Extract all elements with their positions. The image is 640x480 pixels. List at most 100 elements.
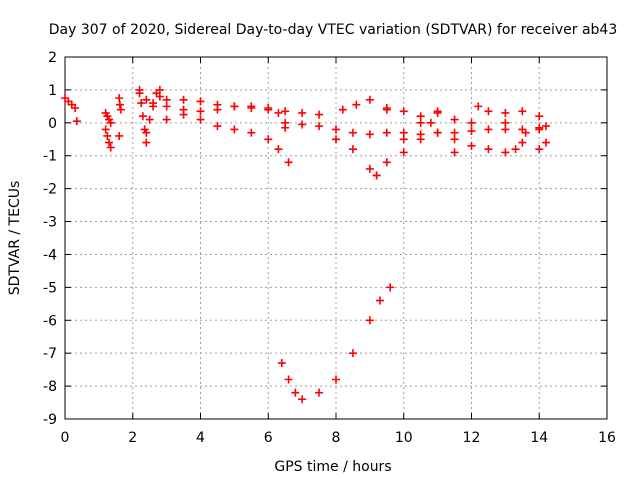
- data-point: [426, 118, 435, 127]
- x-tick-label: 14: [530, 430, 548, 446]
- data-point: [196, 97, 205, 106]
- data-point: [416, 112, 425, 121]
- data-point: [284, 375, 293, 384]
- data-point: [315, 122, 324, 131]
- y-tick-labels: 2 1 0 -1 -2 -3 -4 -5 -6 -7 -8 -9: [43, 50, 57, 428]
- data-point: [138, 112, 147, 121]
- data-point: [142, 138, 151, 147]
- data-point: [149, 99, 158, 108]
- series-track: [135, 89, 164, 108]
- data-point: [291, 388, 300, 397]
- series-track: [484, 125, 544, 157]
- series-track: [338, 95, 391, 114]
- data-point: [501, 118, 510, 127]
- x-tick-label: 0: [61, 430, 70, 446]
- data-point: [71, 104, 80, 113]
- data-point: [135, 89, 144, 98]
- data-point: [399, 107, 408, 116]
- data-point: [348, 349, 357, 358]
- data-point: [386, 283, 395, 292]
- data-point: [298, 395, 307, 404]
- data-point: [382, 158, 391, 167]
- x-tick-label: 12: [463, 430, 481, 446]
- series-track: [399, 107, 476, 157]
- data-point: [467, 141, 476, 150]
- data-point: [72, 117, 81, 126]
- data-point: [179, 95, 188, 104]
- data-point: [521, 128, 530, 137]
- chart-title: Day 307 of 2020, Sidereal Day-to-day VTE…: [49, 22, 618, 38]
- data-point: [332, 135, 340, 144]
- data-point: [484, 125, 493, 134]
- x-axis-label: GPS time / hours: [274, 459, 391, 475]
- data-point: [315, 388, 324, 397]
- data-point: [348, 145, 357, 154]
- data-point: [352, 100, 361, 109]
- data-point: [196, 115, 205, 124]
- y-tick-label: 0: [48, 116, 57, 132]
- data-point: [467, 127, 476, 136]
- data-point: [338, 105, 347, 114]
- data-point: [116, 105, 125, 114]
- data-point: [376, 296, 385, 305]
- data-point: [501, 108, 510, 117]
- data-point: [274, 145, 283, 154]
- data-point: [106, 118, 115, 127]
- series-track: [115, 94, 125, 114]
- y-tick-label: -5: [43, 280, 57, 296]
- y-tick-label: -9: [43, 412, 57, 428]
- data-point: [106, 143, 115, 152]
- data-point: [399, 148, 408, 157]
- data-point: [535, 112, 544, 121]
- data-point: [467, 118, 476, 127]
- data-point: [348, 128, 357, 137]
- data-point: [518, 138, 527, 147]
- x-tick-label: 8: [332, 430, 341, 446]
- series-track: [101, 108, 115, 127]
- series-track: [115, 131, 124, 140]
- data-point: [542, 122, 551, 131]
- x-tick-labels: 0 2 4 6 8 10 12 14 16: [61, 430, 616, 446]
- y-tick-label: -7: [43, 346, 57, 362]
- data-point: [247, 128, 256, 137]
- series-track: [501, 107, 551, 131]
- data-point: [162, 115, 171, 124]
- data-point: [115, 131, 124, 140]
- data-point: [264, 104, 273, 113]
- data-point: [332, 375, 340, 384]
- data-point: [365, 316, 374, 325]
- data-points: [61, 85, 551, 404]
- x-tick-label: 2: [128, 430, 137, 446]
- data-point: [399, 135, 408, 144]
- x-tick-label: 16: [598, 430, 616, 446]
- data-point: [103, 131, 112, 140]
- data-point: [230, 125, 239, 134]
- data-point: [365, 95, 374, 104]
- data-point: [298, 108, 307, 117]
- data-point: [142, 95, 151, 104]
- data-point: [372, 171, 381, 180]
- data-point: [511, 145, 520, 154]
- data-point: [298, 120, 307, 129]
- series-track: [277, 283, 395, 404]
- y-tick-label: -4: [43, 247, 57, 263]
- data-point: [142, 128, 151, 137]
- x-tick-label: 6: [264, 430, 273, 446]
- data-point: [277, 359, 286, 368]
- data-point: [247, 102, 256, 111]
- data-point: [450, 135, 459, 144]
- data-point: [518, 107, 527, 116]
- data-point: [274, 108, 283, 117]
- grid-lines: [65, 57, 607, 419]
- plot-frame: [64, 56, 608, 420]
- x-tick-label: 10: [395, 430, 413, 446]
- data-point: [416, 135, 425, 144]
- data-point: [365, 164, 374, 173]
- data-point: [155, 92, 164, 101]
- y-tick-label: 2: [48, 50, 57, 66]
- data-point: [484, 107, 493, 116]
- data-point: [284, 158, 293, 167]
- data-point: [179, 105, 188, 114]
- data-point: [450, 115, 459, 124]
